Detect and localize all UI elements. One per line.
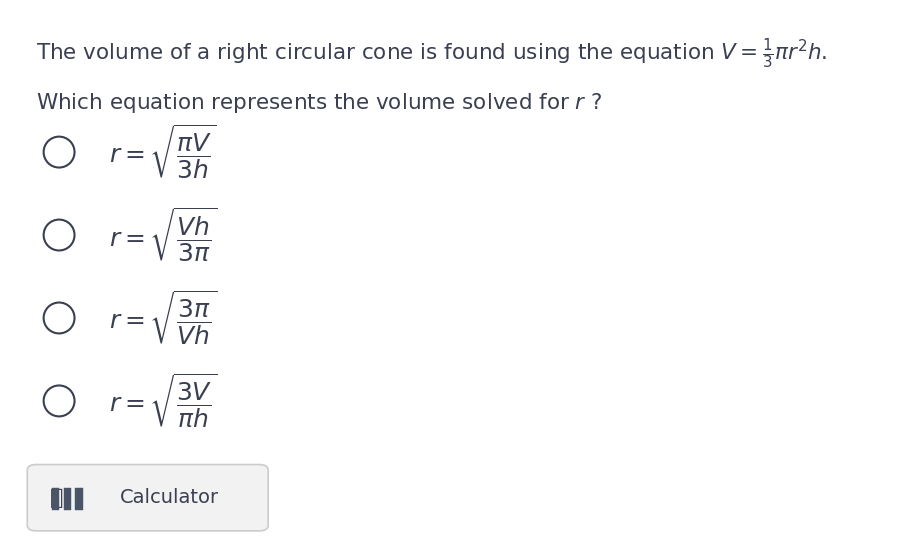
Text: 📱: 📱: [50, 488, 63, 508]
FancyBboxPatch shape: [52, 495, 59, 503]
FancyBboxPatch shape: [64, 488, 71, 495]
Text: $r = \sqrt{\dfrac{\pi V}{3h}}$: $r = \sqrt{\dfrac{\pi V}{3h}}$: [109, 123, 217, 181]
Text: $r = \sqrt{\dfrac{3\pi}{Vh}}$: $r = \sqrt{\dfrac{3\pi}{Vh}}$: [109, 289, 218, 347]
FancyBboxPatch shape: [64, 503, 71, 510]
Text: $r = \sqrt{\dfrac{Vh}{3\pi}}$: $r = \sqrt{\dfrac{Vh}{3\pi}}$: [109, 206, 218, 264]
FancyBboxPatch shape: [27, 465, 268, 531]
FancyBboxPatch shape: [52, 503, 59, 510]
Text: Which equation represents the volume solved for $r$ ?: Which equation represents the volume sol…: [36, 91, 603, 115]
FancyBboxPatch shape: [52, 488, 59, 495]
Text: $r = \sqrt{\dfrac{3V}{\pi h}}$: $r = \sqrt{\dfrac{3V}{\pi h}}$: [109, 372, 217, 430]
FancyBboxPatch shape: [75, 503, 83, 510]
Text: The volume of a right circular cone is found using the equation $V = \frac{1}{3}: The volume of a right circular cone is f…: [36, 36, 828, 71]
FancyBboxPatch shape: [75, 488, 83, 495]
Text: Calculator: Calculator: [120, 488, 219, 507]
FancyBboxPatch shape: [75, 495, 83, 503]
FancyBboxPatch shape: [64, 495, 71, 503]
